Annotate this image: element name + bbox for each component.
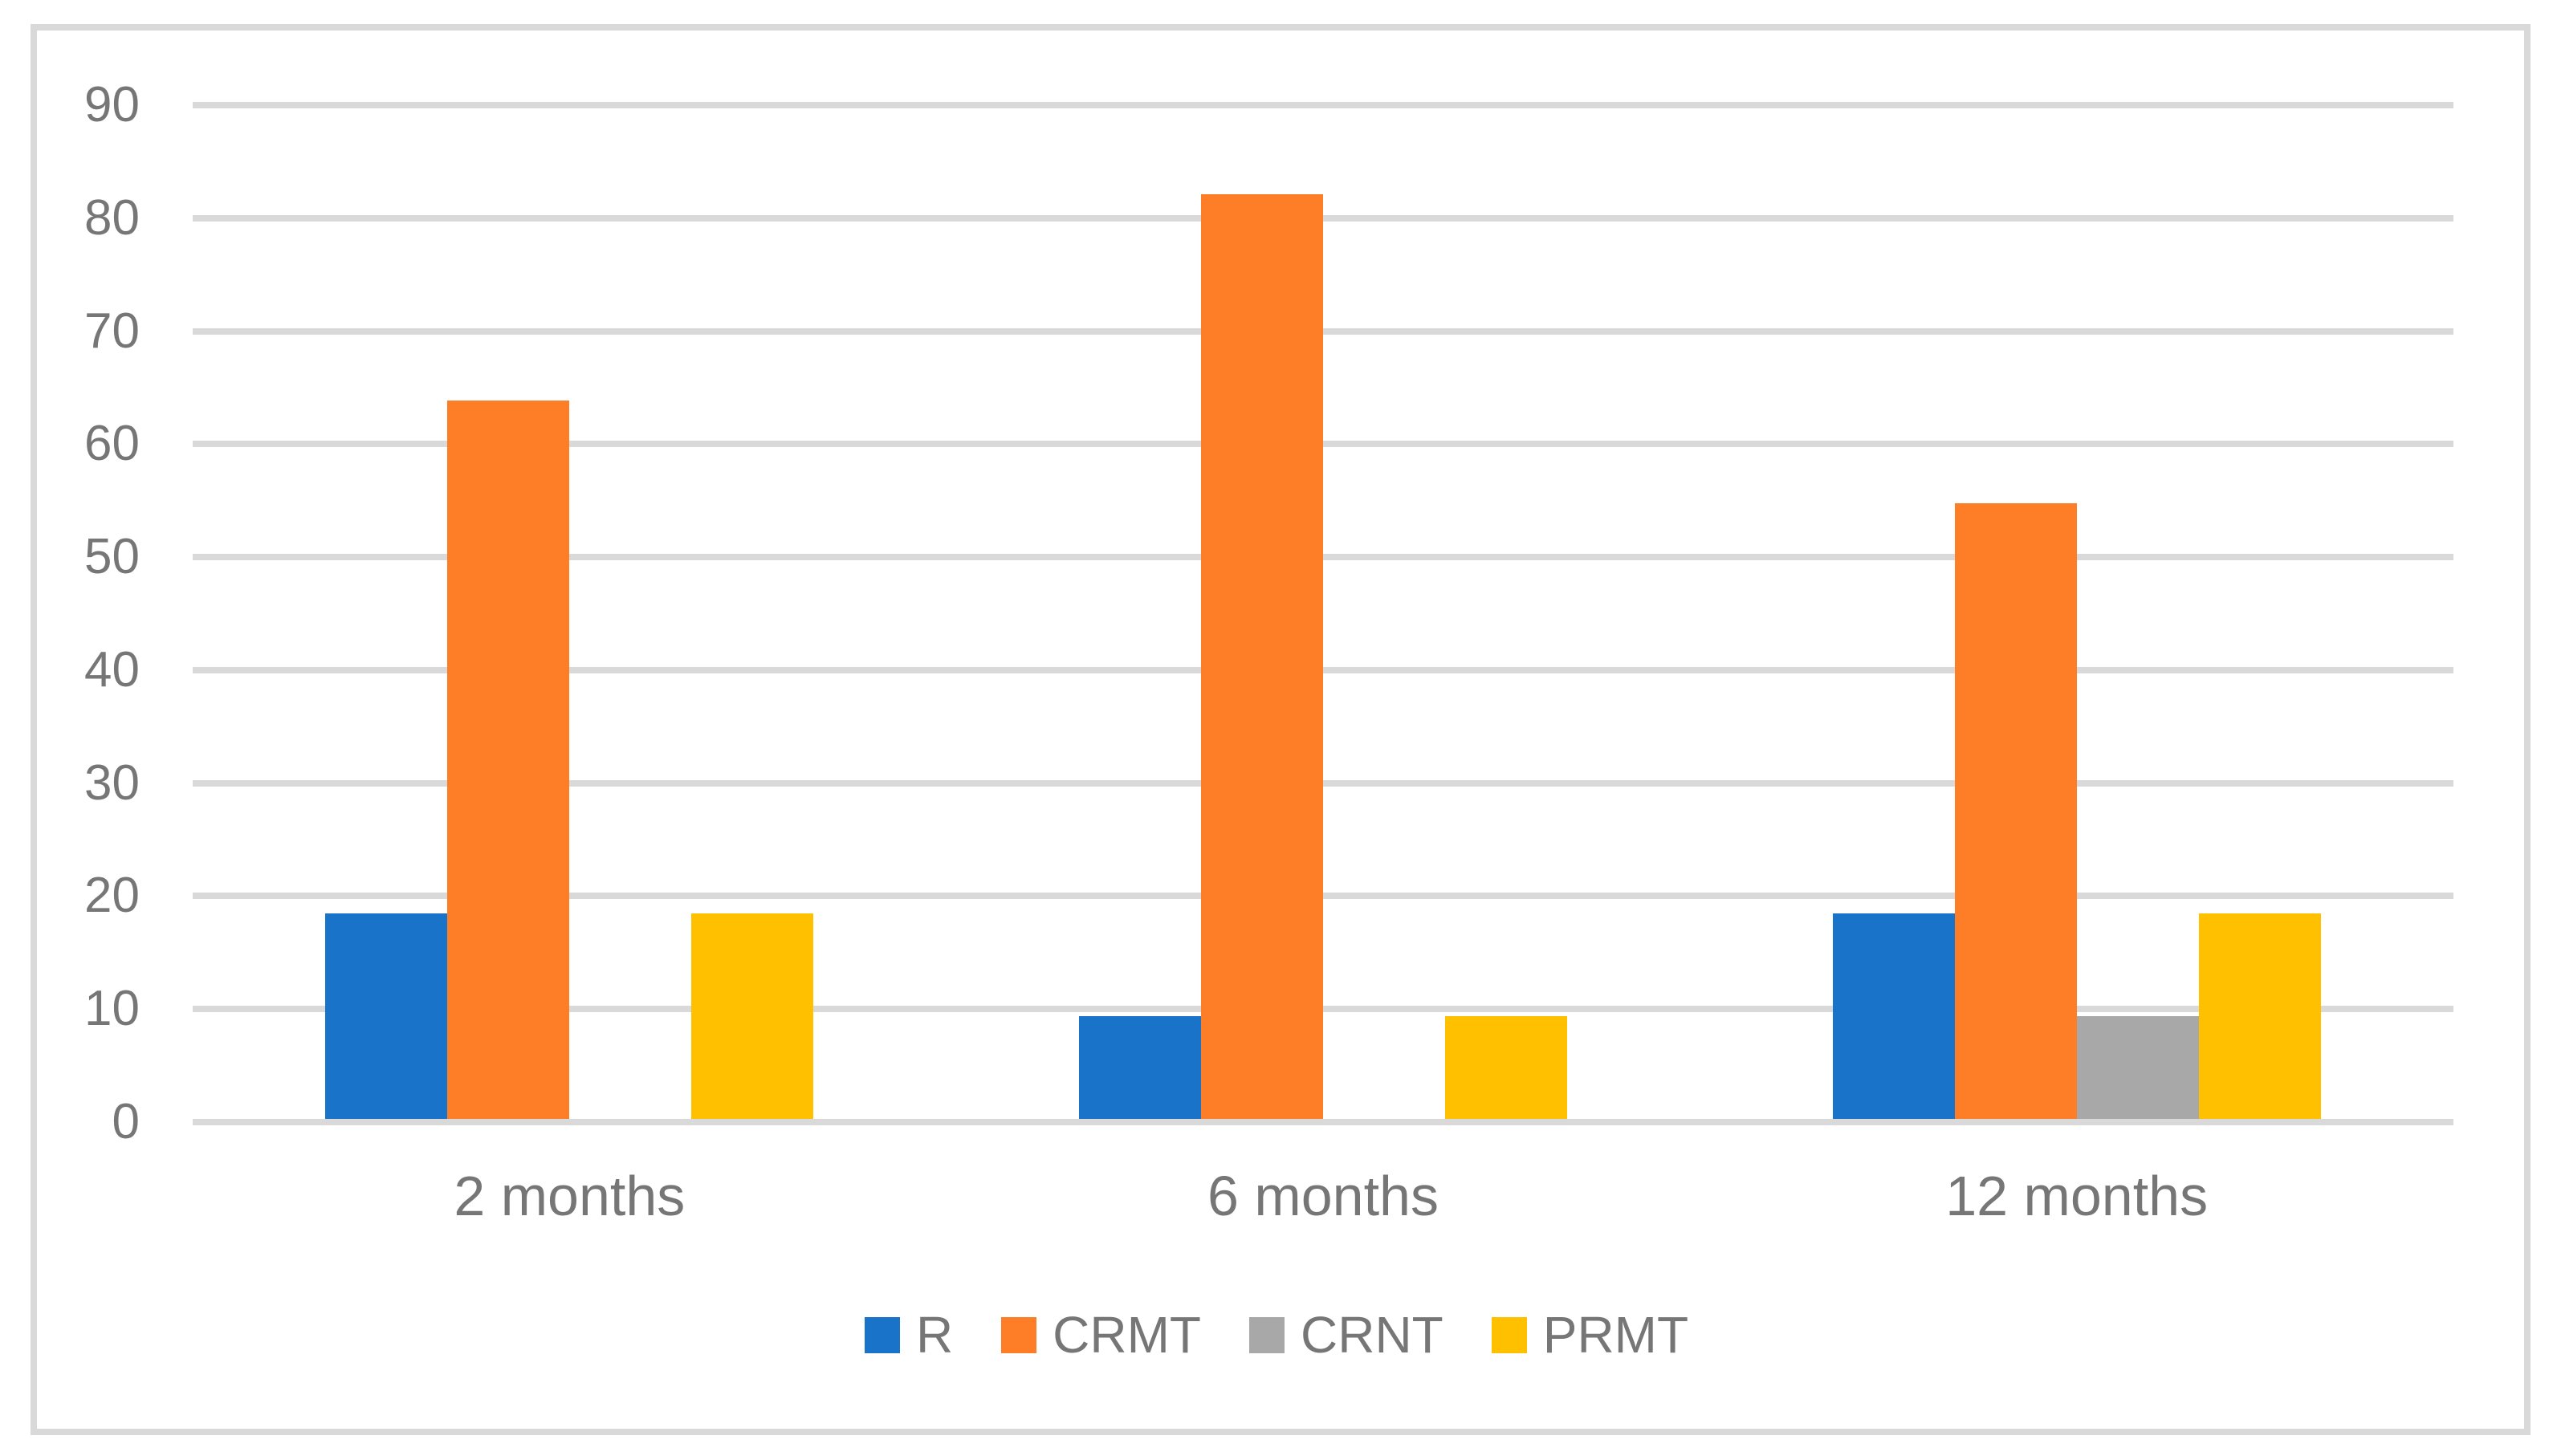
gridline-80 [193, 214, 2453, 222]
legend-swatch-r [864, 1316, 900, 1353]
x-category-label-12-months: 12 months [1945, 1165, 2209, 1227]
bar-r-6-months [1079, 1016, 1201, 1119]
y-tick-label-30: 30 [84, 754, 140, 811]
bar-crmt-2-months [447, 401, 569, 1119]
gridline-10 [193, 1006, 2453, 1013]
gridline-70 [193, 327, 2453, 335]
y-tick-label-0: 0 [112, 1094, 140, 1149]
gridline-50 [193, 554, 2453, 561]
bar-crnt-12-months [2077, 1016, 2199, 1119]
legend-swatch-crmt [1001, 1316, 1037, 1353]
gridline-60 [193, 441, 2453, 448]
legend-item-r: R [864, 1306, 954, 1364]
y-tick-label-50: 50 [84, 529, 140, 585]
legend-item-prmt: PRMT [1491, 1306, 1689, 1364]
legend-swatch-crnt [1249, 1316, 1285, 1353]
bar-prmt-2-months [691, 913, 813, 1119]
y-tick-label-80: 80 [84, 189, 140, 246]
y-tick-label-60: 60 [84, 416, 140, 472]
x-category-label-6-months: 6 months [1207, 1165, 1439, 1227]
legend-item-crnt: CRNT [1249, 1309, 1443, 1360]
legend-label-crnt: CRNT [1301, 1306, 1443, 1364]
bar-prmt-6-months [1445, 1016, 1567, 1119]
legend-label-r: R [915, 1306, 954, 1364]
legend-label-crmt: CRMT [1053, 1306, 1201, 1364]
legend-label-prmt: PRMT [1542, 1306, 1689, 1364]
bar-r-2-months [325, 913, 447, 1119]
y-tick-label-10: 10 [84, 981, 140, 1037]
y-tick-label-40: 40 [84, 641, 140, 697]
x-category-label-2-months: 2 months [454, 1165, 686, 1227]
bar-crmt-6-months [1201, 194, 1323, 1119]
gridline-20 [193, 893, 2453, 900]
chart-legend: R CRMT CRNT PRMT [0, 1306, 2553, 1364]
y-tick-label-90: 90 [84, 77, 140, 132]
bar-prmt-12-months [2199, 913, 2321, 1119]
y-tick-label-70: 70 [84, 303, 140, 359]
y-tick-label-20: 20 [84, 868, 140, 924]
gridline-0 [193, 1119, 2453, 1125]
legend-item-crmt: CRMT [1001, 1309, 1201, 1360]
gridline-40 [193, 666, 2453, 673]
legend-swatch-prmt [1491, 1316, 1527, 1353]
bar-r-12-months [1833, 913, 1955, 1119]
gridline-30 [193, 779, 2453, 787]
gridline-90 [193, 102, 2453, 108]
bar-crmt-12-months [1955, 503, 2077, 1119]
